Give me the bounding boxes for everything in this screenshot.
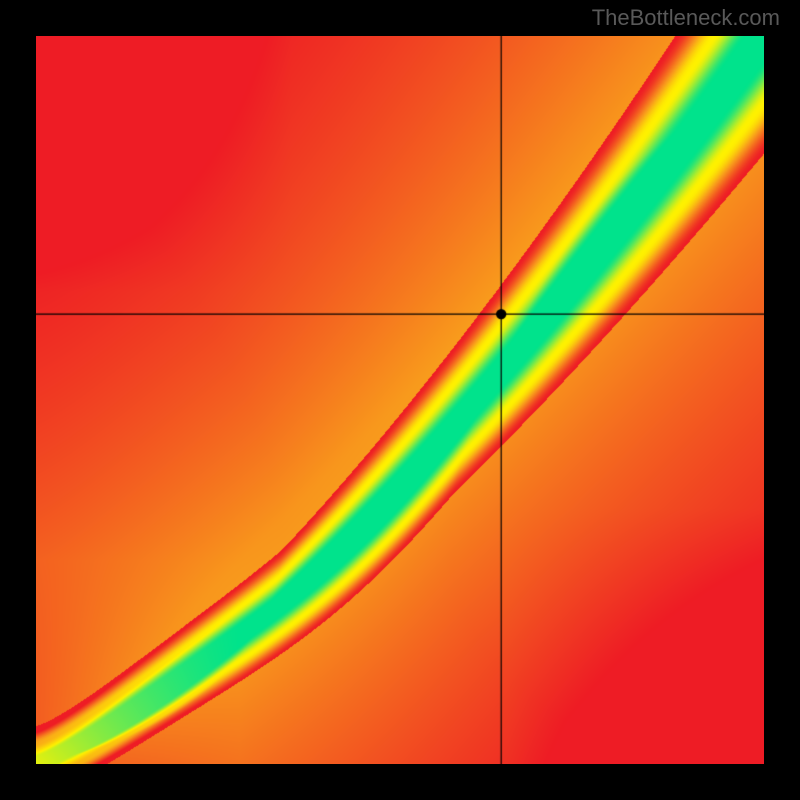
plot-area: [36, 36, 764, 764]
heatmap-canvas: [36, 36, 764, 764]
watermark: TheBottleneck.com: [592, 5, 780, 31]
chart-container: TheBottleneck.com: [0, 0, 800, 800]
